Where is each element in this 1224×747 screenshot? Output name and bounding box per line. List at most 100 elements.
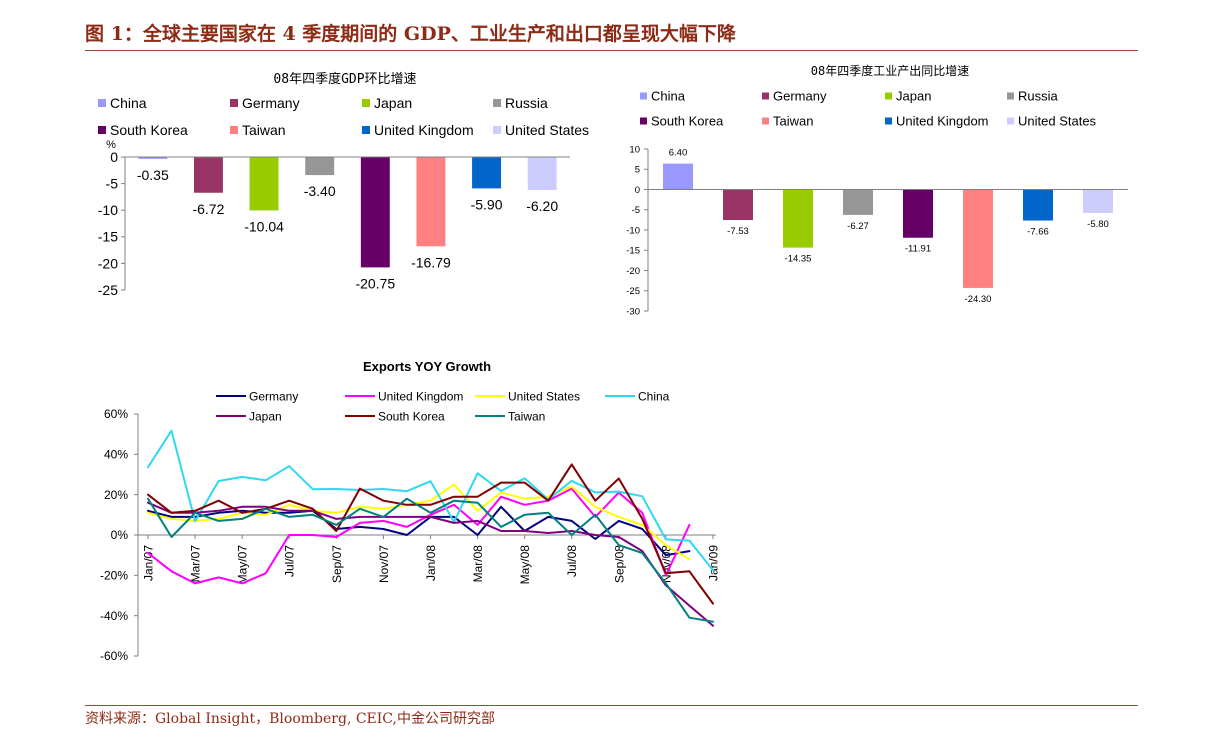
header-rule [85,50,1138,51]
x-tick-label: Mar/08 [471,545,485,583]
x-tick-label: Jul/07 [283,545,297,577]
y-tick-label: -5 [632,205,640,216]
footer-rule [85,705,1138,706]
legend-label-united-kingdom: United Kingdom [896,114,989,129]
legend-marker-south-korea [98,126,106,134]
bar-germany [193,157,223,193]
legend-item-united-kingdom: United Kingdom [345,389,463,403]
bar-south-korea [903,189,933,238]
legend-marker-united-states [1007,117,1014,125]
bar-united-states [527,157,557,190]
legend-marker-russia [1007,92,1014,100]
y-tick-label: -25 [98,282,118,298]
y-tick-label: 0 [635,185,640,196]
series-line-taiwan [147,497,714,623]
data-label-south-korea: -11.91 [905,244,931,255]
series-line-united-states [147,483,691,561]
y-tick-label: -15 [98,229,118,245]
legend-label-taiwan: Taiwan [242,122,286,138]
bar-china [663,163,693,190]
legend-label-russia: Russia [505,95,548,111]
legend-item-south-korea: South Korea [345,409,445,423]
legend-item-south-korea: South Korea [640,114,724,129]
legend-marker-germany [230,99,238,107]
legend-marker-china [98,99,106,107]
legend-label-south-korea: South Korea [110,122,188,138]
legend-marker-taiwan [230,126,238,134]
bar-china [138,157,168,159]
legend-item-taiwan: Taiwan [230,122,286,138]
legend-item-united-states: United States [493,122,589,138]
x-tick-label: May/08 [518,545,532,585]
data-label-united-states: -6.20 [526,198,558,214]
y-tick-label: 40% [104,448,128,462]
legend-marker-south-korea [640,117,647,125]
legend-marker-japan [885,92,892,100]
data-label-germany: -7.53 [727,226,749,237]
y-tick-label: -25 [626,286,640,297]
y-tick-label: 60% [104,407,128,421]
legend-marker-united-states [493,126,501,134]
legend-marker-germany [762,92,769,100]
legend-item-china: China [640,89,686,104]
series-line-united-kingdom [147,487,691,585]
bar-taiwan [963,189,993,288]
exports-yoy-line-chart: Exports YOY Growth 60% 40% 20% 0% -20% -40% -60… [100,359,720,663]
legend-item-taiwan: Taiwan [762,114,813,129]
legend-item-taiwan: Taiwan [475,409,545,423]
data-label-russia: -6.27 [847,221,869,232]
data-label-united-kingdom: -7.66 [1027,227,1049,238]
legend-label-germany: Germany [249,389,298,403]
legend-item-united-states: United States [1007,114,1097,129]
gdp-qoq-bar-chart: 08年四季度GDP环比增速%0 -5 -10 -15 -20 -25 China German… [98,71,589,298]
data-label-russia: -3.40 [304,183,336,199]
legend-marker-united-kingdom [885,117,892,125]
y-axis-unit-label: % [106,139,116,151]
bar-japan [249,157,279,211]
bar-south-korea [360,157,390,268]
bar-united-kingdom [472,157,502,189]
legend-label-china: China [651,89,686,104]
legend-item-south-korea: South Korea [98,122,188,138]
data-label-japan: -10.04 [244,218,284,234]
x-tick-label: Jul/08 [565,545,579,577]
legend-item-united-kingdom: United Kingdom [362,122,474,138]
bar-taiwan [416,157,446,247]
x-tick-label: May/07 [236,545,250,585]
legend-marker-united-kingdom [362,126,370,134]
x-tick-label: Jan/07 [142,545,156,581]
series-line-china [147,429,714,572]
legend-item-russia: Russia [493,95,548,111]
y-tick-label: -15 [626,246,640,257]
legend-item-japan: Japan [362,95,412,111]
source-note: 资料来源：Global Insight，Bloomberg, CEIC,中金公司… [85,711,495,727]
bar-united-states [1083,189,1113,213]
legend-label-germany: Germany [242,95,300,111]
x-tick-label: Sep/08 [612,545,626,583]
legend-label-japan: Japan [249,409,282,423]
y-tick-label: -5 [106,176,119,192]
y-tick-label: -60% [100,649,128,663]
y-tick-label: -20% [100,569,128,583]
legend-marker-japan [362,99,370,107]
bar-russia [305,157,335,176]
legend-label-taiwan: Taiwan [508,409,545,423]
y-tick-label: 0% [111,528,129,542]
data-label-united-states: -5.80 [1087,219,1109,230]
legend-label-south-korea: South Korea [378,409,445,423]
chart-title: Exports YOY Growth [363,359,491,374]
x-tick-label: Sep/07 [330,545,344,583]
legend-label-united-states: United States [508,389,580,403]
y-tick-label: -20 [98,255,118,271]
x-tick-label: Mar/07 [189,545,203,583]
data-label-taiwan: -16.79 [411,254,451,270]
x-tick-label: Nov/07 [377,545,391,583]
legend-marker-china [640,92,647,100]
y-tick-label: -40% [100,609,128,623]
x-tick-label: Jan/09 [706,545,720,581]
data-label-south-korea: -20.75 [355,275,395,291]
bar-russia [843,189,873,215]
series-line-japan [147,501,714,627]
